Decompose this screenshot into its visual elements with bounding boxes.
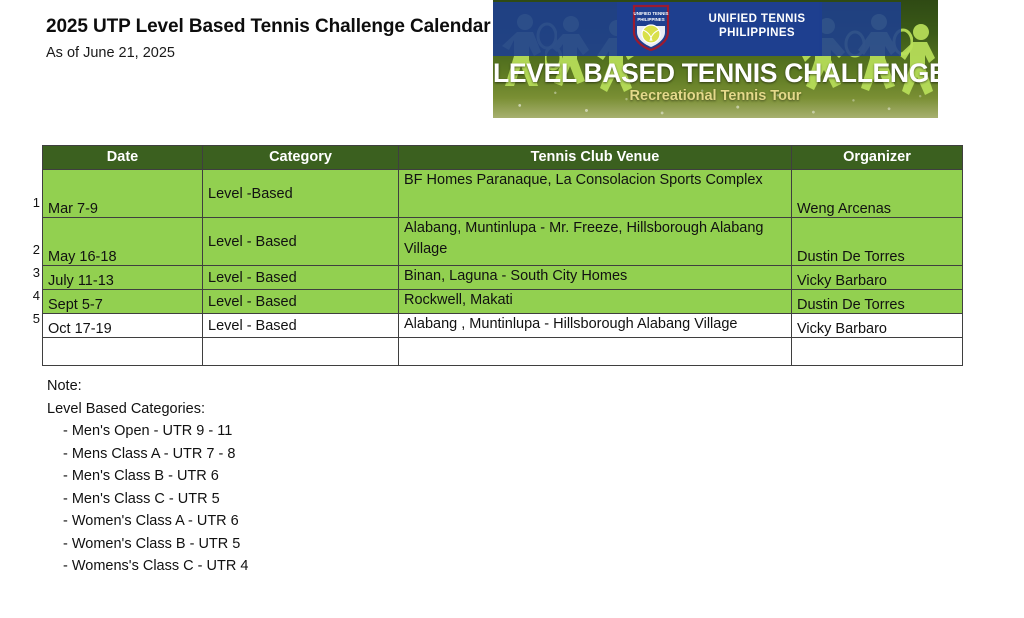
badge-bar-left <box>493 2 623 56</box>
column-header-category: Category <box>202 145 399 170</box>
title-block: 2025 UTP Level Based Tennis Challenge Ca… <box>46 16 491 61</box>
cell-organizer: Vicky Barbaro <box>791 313 963 338</box>
utp-shield-logo-icon: UNIFIED TENNIS PHILIPPINES <box>632 4 670 52</box>
note-item: - Mens Class A - UTR 7 - 8 <box>63 445 236 462</box>
page-subtitle: As of June 21, 2025 <box>46 45 175 61</box>
row-number: 5 <box>32 311 40 326</box>
column-header-venue: Tennis Club Venue <box>398 145 792 170</box>
row-number: 3 <box>32 265 40 280</box>
table-row: May 16-18 Level - Based Alabang, Muntinl… <box>42 217 963 266</box>
table-row: July 11-13 Level - Based Binan, Laguna -… <box>42 265 963 290</box>
cell-date: Mar 7-9 <box>42 169 203 218</box>
cell-date: May 16-18 <box>42 217 203 266</box>
cell-category-empty <box>202 337 399 366</box>
cell-venue: BF Homes Paranaque, La Consolacion Sport… <box>398 169 792 218</box>
note-item: - Men's Class C - UTR 5 <box>63 490 220 507</box>
cell-date: Oct 17-19 <box>42 313 203 338</box>
note-item: - Men's Class B - UTR 6 <box>63 468 219 484</box>
cell-category: Level - Based <box>202 265 399 290</box>
notes-heading: Note: <box>47 378 82 394</box>
note-item: - Womens's Class C - UTR 4 <box>63 558 249 574</box>
badge-bar-right <box>819 2 901 56</box>
cell-organizer-empty <box>791 337 963 366</box>
column-header-date: Date <box>42 145 203 170</box>
note-item: - Women's Class A - UTR 6 <box>63 513 239 529</box>
note-item: - Women's Class B - UTR 5 <box>63 535 241 552</box>
banner-tagline: Recreational Tennis Tour <box>629 88 802 104</box>
cell-venue-empty <box>398 337 792 366</box>
page-title: 2025 UTP Level Based Tennis Challenge Ca… <box>46 16 491 37</box>
banner-headline: LEVEL BASED TENNIS CHALLENGE <box>493 58 938 88</box>
cell-organizer: Vicky Barbaro <box>791 265 963 290</box>
cell-category: Level - Based <box>202 217 399 266</box>
cell-organizer: Dustin De Torres <box>791 217 963 266</box>
svg-text:PHILIPPINES: PHILIPPINES <box>637 17 664 22</box>
utp-wordmark-line2: PHILIPPINES <box>719 27 795 39</box>
note-item: - Men's Open - UTR 9 - 11 <box>63 423 233 439</box>
utp-wordmark-line1: UNIFIED TENNIS <box>708 13 806 25</box>
cell-category: Level -Based <box>202 169 399 218</box>
cell-organizer: Dustin De Torres <box>791 289 963 314</box>
row-number: 4 <box>32 288 40 303</box>
event-banner: UNIFIED TENNIS PHILIPPINES UNIFIED TENNI… <box>493 0 938 118</box>
table-row: Mar 7-9 Level -Based BF Homes Paranaque,… <box>42 169 963 218</box>
cell-date: July 11-13 <box>42 265 203 290</box>
utp-wordmark: UNIFIED TENNIS PHILIPPINES <box>683 12 831 40</box>
notes-subheading: Level Based Categories: <box>47 400 205 417</box>
cell-venue: Binan, Laguna - South City Homes <box>398 265 792 290</box>
cell-organizer: Weng Arcenas <box>791 169 963 218</box>
cell-category: Level - Based <box>202 313 399 338</box>
cell-venue: Alabang, Muntinlupa - Mr. Freeze, Hillsb… <box>398 217 792 266</box>
notes-block: Note: Level Based Categories: - Men's Op… <box>47 375 248 578</box>
banner-badge-strip: UNIFIED TENNIS PHILIPPINES UNIFIED TENNI… <box>493 0 938 58</box>
table-header-row: Date Category Tennis Club Venue Organize… <box>42 145 963 170</box>
column-header-organizer: Organizer <box>791 145 963 170</box>
cell-date-empty <box>42 337 203 366</box>
tennis-calendar-table: Date Category Tennis Club Venue Organize… <box>42 145 963 366</box>
table-row-empty <box>42 337 963 366</box>
row-number: 2 <box>32 242 40 257</box>
table-row: Sept 5-7 Level - Based Rockwell, Makati … <box>42 289 963 314</box>
row-number: 1 <box>32 195 40 210</box>
cell-venue: Rockwell, Makati <box>398 289 792 314</box>
table-row: Oct 17-19 Level - Based Alabang , Muntin… <box>42 313 963 338</box>
cell-venue: Alabang , Muntinlupa - Hillsborough Alab… <box>398 313 792 338</box>
cell-date: Sept 5-7 <box>42 289 203 314</box>
cell-category: Level - Based <box>202 289 399 314</box>
svg-text:UNIFIED TENNIS: UNIFIED TENNIS <box>634 11 669 16</box>
